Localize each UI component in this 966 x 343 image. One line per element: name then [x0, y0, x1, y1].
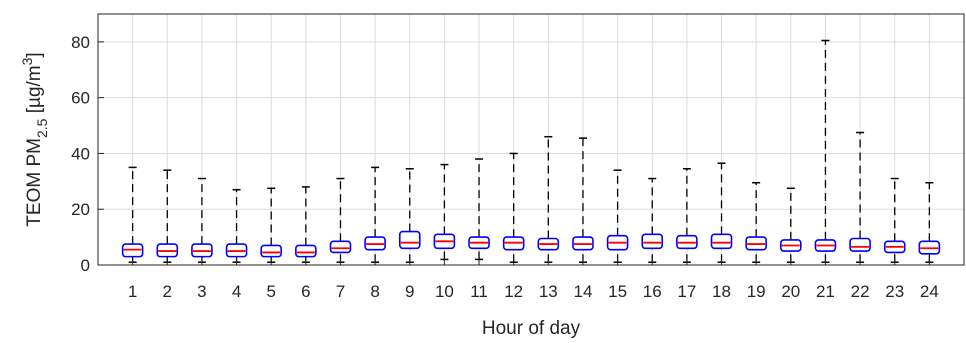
grid-lines [98, 14, 964, 266]
box-11 [468, 158, 490, 261]
iqr-box [295, 244, 317, 258]
box-1 [121, 166, 144, 263]
y-axis-label-prefix: TEOM PM [24, 138, 45, 227]
x-tick-label: 17 [677, 282, 696, 301]
x-tick-label: 19 [747, 282, 766, 301]
x-tick-label: 7 [336, 282, 345, 301]
box-16 [641, 177, 664, 263]
y-axis-label-superscript: 3 [19, 57, 35, 65]
iqr-box [398, 230, 421, 250]
x-tick-label: 6 [301, 282, 310, 301]
box-9 [398, 168, 421, 263]
y-axis-label-unit-close: ] [24, 52, 45, 57]
x-tick-label: 14 [573, 282, 592, 301]
x-axis-label: Hour of day [482, 318, 581, 339]
x-tick-label: 18 [712, 282, 731, 301]
box-5 [260, 187, 283, 263]
x-tick-label: 22 [851, 282, 870, 301]
box-series [121, 39, 941, 263]
box-20 [779, 187, 802, 263]
y-tick-label: 60 [71, 89, 90, 108]
x-tick-label: 16 [643, 282, 662, 301]
box-8 [364, 166, 386, 263]
box-10 [433, 163, 456, 261]
box-12 [502, 152, 525, 263]
box-23 [883, 177, 906, 263]
box-2 [156, 169, 179, 263]
x-tick-label: 12 [504, 282, 523, 301]
box-14 [572, 137, 594, 263]
iqr-box [329, 240, 352, 254]
box-4 [225, 188, 248, 263]
iqr-box [849, 237, 871, 252]
x-tick-label: 23 [885, 282, 904, 301]
y-axis-label: TEOM PM2.5 [µg/m3] [19, 52, 50, 226]
iqr-box [710, 233, 733, 250]
box-6 [295, 186, 317, 263]
x-tick-label: 3 [197, 282, 206, 301]
box-19 [745, 181, 767, 263]
x-tick-label: 9 [405, 282, 414, 301]
x-tick-label: 21 [816, 282, 835, 301]
x-tick-label: 8 [370, 282, 379, 301]
x-tick-label: 13 [539, 282, 558, 301]
plot-frame [97, 13, 965, 266]
x-tick-label: 24 [920, 282, 939, 301]
x-tick-label: 20 [781, 282, 800, 301]
x-tick-label: 5 [266, 282, 275, 301]
y-tick-label: 40 [71, 144, 90, 163]
x-tick-label: 11 [470, 282, 488, 301]
y-axis-label-subscript: 2.5 [34, 118, 50, 138]
y-axis-label-unit-open: [µg/m [24, 65, 45, 118]
y-tick-label: 0 [81, 256, 90, 275]
y-tick-label: 80 [71, 33, 90, 52]
iqr-box [260, 244, 283, 258]
x-tick-label: 10 [435, 282, 454, 301]
box-22 [849, 131, 871, 263]
box-17 [676, 168, 698, 263]
box-21 [814, 39, 837, 263]
box-3 [191, 177, 213, 263]
x-tick-label: 15 [608, 282, 627, 301]
iqr-box [641, 233, 664, 250]
box-13 [537, 135, 560, 263]
y-tick-label: 20 [71, 200, 90, 219]
x-tick-label: 2 [163, 282, 172, 301]
x-tick-label: 4 [232, 282, 241, 301]
box-7 [329, 177, 352, 263]
box-24 [918, 181, 941, 263]
x-tick-label: 1 [128, 282, 137, 301]
